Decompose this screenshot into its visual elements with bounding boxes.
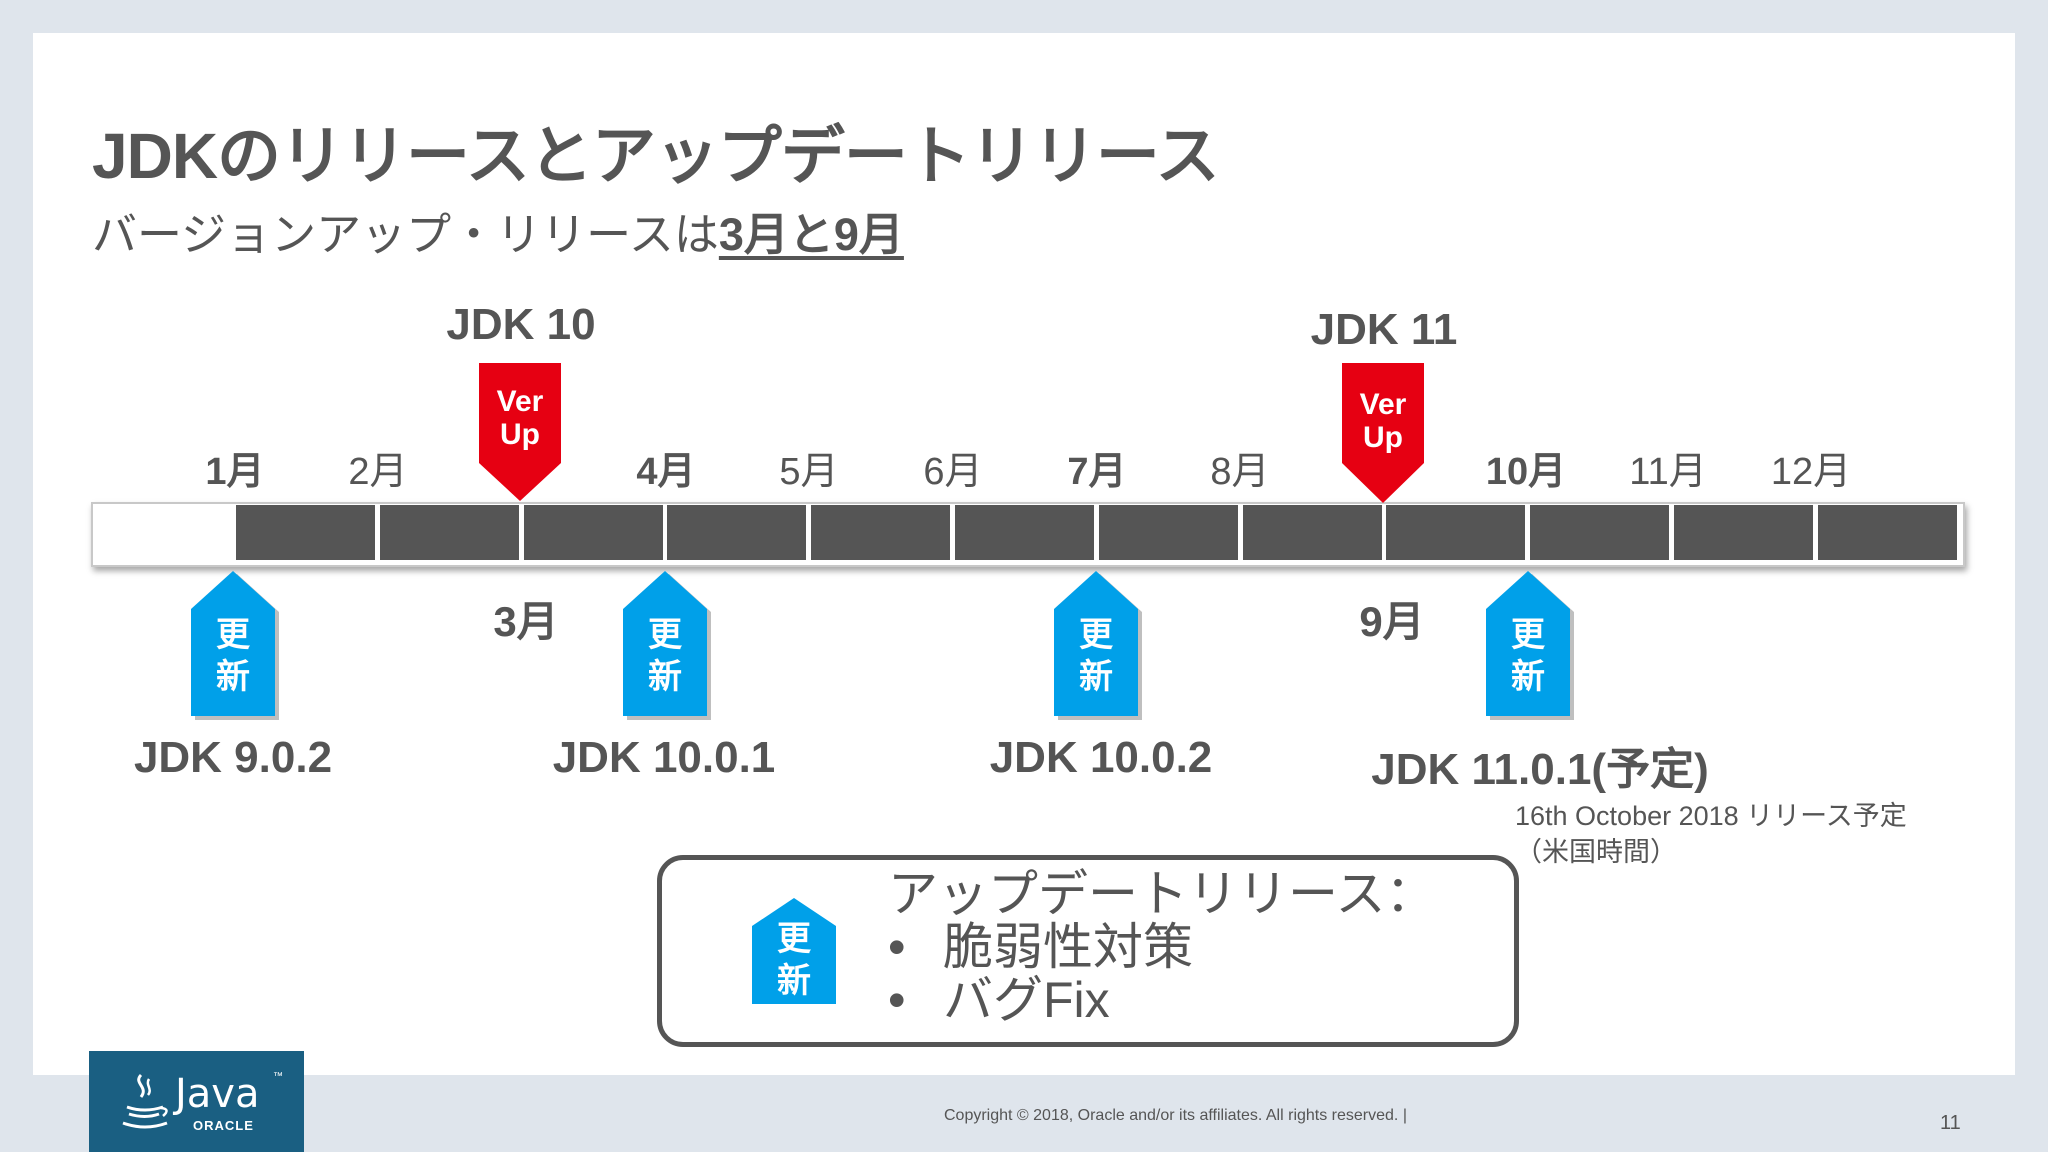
timeline-segment-month-10 — [1530, 505, 1669, 560]
legend-text: アップデートリリース： • 脆弱性対策 • バグFix — [888, 868, 1436, 1027]
update-marker-jdk-10-0-1: 更 新 — [623, 571, 711, 720]
month-label-4: 4月 — [636, 451, 696, 493]
page-number: 11 — [1940, 1112, 1961, 1134]
logo-trademark: ™ — [273, 1071, 283, 1082]
timeline-segment-month-12 — [1818, 505, 1957, 560]
ver-up-label-line1: Ver — [497, 385, 544, 418]
month-label-6: 6月 — [923, 451, 983, 493]
month-label-7: 7月 — [1067, 451, 1127, 493]
update-label-line2: 新 — [1079, 657, 1113, 697]
jdk11-label: JDK 11 — [1310, 305, 1458, 354]
update-label-line1: 更 — [648, 615, 683, 655]
logo-oracle-text: ORACLE — [193, 1118, 254, 1133]
month-label-9: 9月 — [1359, 598, 1425, 645]
ver-up-marker-jdk10: Ver Up — [479, 363, 561, 501]
timeline-segment-month-6 — [955, 505, 1094, 560]
update-label-line2: 新 — [1511, 657, 1545, 697]
month-label-1: 1月 — [205, 451, 265, 493]
timeline-segment-month-2 — [380, 505, 519, 560]
legend-bullet-1-text: 脆弱性対策 — [943, 919, 1193, 975]
timeline-segment-month-3 — [524, 505, 663, 560]
update-label-line1: 更 — [216, 615, 251, 655]
ver-up-label-line2: Up — [1363, 421, 1403, 454]
ver-up-marker-jdk11: Ver Up — [1342, 363, 1424, 503]
legend-heading: アップデートリリース： — [888, 866, 1436, 922]
legend-bullet-1: • 脆弱性対策 — [888, 921, 1436, 974]
timeline-segment-month-9 — [1386, 505, 1525, 560]
subtitle-prefix: バージョンアップ・リリースは — [92, 209, 719, 260]
note-line1: 16th October 2018 リリース予定 — [1515, 801, 1907, 831]
ver-up-label-line2: Up — [500, 418, 540, 451]
timeline-segment-month-5 — [811, 505, 950, 560]
release-label-jdk-11-0-1: JDK 11.0.1(予定) — [1371, 745, 1709, 794]
copyright-notice: Copyright © 2018, Oracle and/or its affi… — [944, 1107, 1407, 1124]
logo-java-text: Java — [175, 1071, 260, 1117]
update-label-line1: 更 — [1079, 615, 1114, 655]
note-line2: （米国時間） — [1515, 837, 1677, 867]
slide-subtitle: バージョンアップ・リリースは3月と9月 — [92, 198, 904, 263]
bullet-dot: • — [888, 972, 906, 1028]
legend-update-icon: 更 新 — [752, 898, 840, 1009]
update-label-line1: 更 — [1511, 615, 1546, 655]
slide-title: JDKのリリースとアップデートリリース — [92, 120, 1220, 192]
month-label-2: 2月 — [348, 451, 408, 493]
month-label-12: 12月 — [1770, 451, 1852, 493]
update-marker-jdk-9-0-2: 更 新 — [191, 571, 279, 720]
timeline-segment-month-8 — [1243, 505, 1382, 560]
release-label-jdk-10-0-2: JDK 10.0.2 — [989, 733, 1213, 782]
ver-up-label-line1: Ver — [1360, 388, 1407, 421]
update-label-line2: 新 — [216, 657, 250, 697]
month-label-5: 5月 — [779, 451, 839, 493]
month-label-3: 3月 — [493, 598, 559, 645]
release-label-jdk-10-0-1: JDK 10.0.1 — [552, 733, 776, 782]
month-label-8: 8月 — [1210, 451, 1270, 493]
bullet-dot: • — [888, 919, 906, 975]
update-label-line2: 新 — [648, 657, 682, 697]
update-marker-jdk-11-0-1: 更 新 — [1486, 571, 1574, 720]
update-label-line1: 更 — [777, 919, 812, 959]
java-oracle-logo: Java ™ ORACLE — [89, 1051, 304, 1152]
legend-bullet-2: • バグFix — [888, 974, 1436, 1027]
month-label-10: 10月 — [1485, 451, 1567, 493]
release-date-note: 16th October 2018 リリース予定 （米国時間） — [1515, 798, 1907, 870]
jdk10-label: JDK 10 — [446, 300, 596, 349]
timeline-segment-month-1 — [236, 505, 375, 560]
update-marker-jdk-10-0-2: 更 新 — [1054, 571, 1142, 720]
timeline-segment-month-7 — [1099, 505, 1238, 560]
timeline-segment-month-11 — [1674, 505, 1813, 560]
subtitle-emphasis: 3月と9月 — [718, 209, 904, 260]
java-cup-icon — [119, 1071, 171, 1138]
timeline-segment-month-4 — [667, 505, 806, 560]
update-label-line2: 新 — [777, 961, 811, 1001]
legend-bullet-2-text: バグFix — [943, 972, 1110, 1028]
release-label-jdk-9-0-2: JDK 9.0.2 — [133, 733, 333, 782]
month-label-11: 11月 — [1629, 451, 1707, 493]
